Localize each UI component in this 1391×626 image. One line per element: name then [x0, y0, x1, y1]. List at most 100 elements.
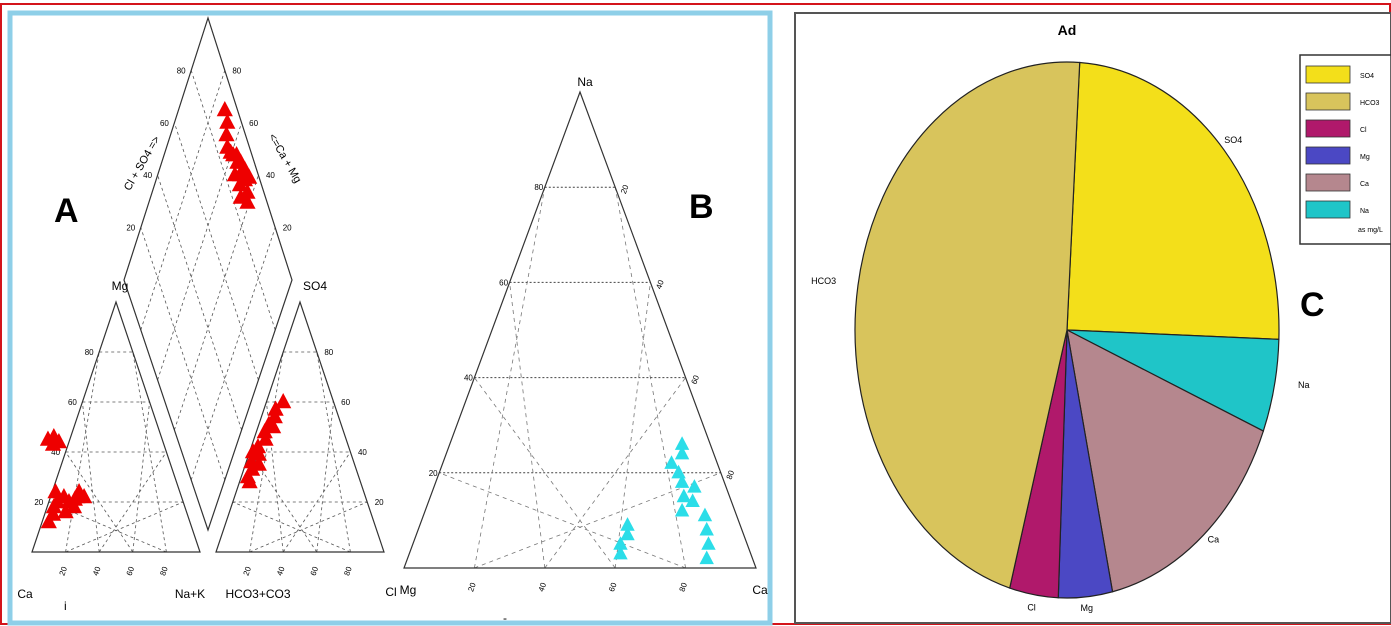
cation-data-point: [50, 433, 67, 449]
pie-slice-label: Mg: [1081, 603, 1094, 613]
diamond-grid-line: [190, 227, 276, 481]
diamond-left-tick-label: 60: [160, 119, 169, 128]
cation-bottom-tick-label: 80: [158, 565, 170, 577]
diamond-right-tick-label: 40: [266, 171, 275, 180]
pie-slice-so4: [1066, 61, 1280, 340]
piper-footnote: i: [64, 599, 67, 613]
ternary-data-point: [674, 474, 690, 488]
ternary-right-tick-label: 20: [619, 183, 631, 195]
ternary-footnote: -: [503, 611, 507, 625]
diamond-data-point: [219, 113, 236, 129]
anion-apex-label: SO4: [303, 279, 327, 293]
left-panel-border: [7, 10, 773, 626]
pie-slice-label: Cl: [1027, 603, 1036, 613]
diamond-right-tick-label: 60: [249, 119, 258, 128]
legend-label: Na: [1360, 208, 1369, 215]
legend-swatch-mg: [1305, 146, 1351, 165]
cation-apex-label: Mg: [112, 279, 129, 293]
pie-slice-hco3: [854, 61, 1081, 589]
ternary-grid: [439, 186, 721, 569]
ternary-diagram: 80 60 40 20 20 40 60 80 20 40 60 80 Na Mg Ca -: [400, 75, 768, 625]
cation-tick-label: 60: [68, 398, 77, 407]
anion-tick-label: 20: [375, 498, 384, 507]
anion-tick-label: 80: [324, 348, 333, 357]
diamond-data-point: [239, 193, 256, 209]
ternary-data-point: [664, 455, 679, 469]
ternary-data-point: [674, 502, 690, 517]
pie-chart: Ad SO4 Na Ca Mg Cl HCO3 SO4 HCO3 Cl Mg Ca Na as mg…: [811, 22, 1391, 613]
cation-triangle-grid-line: [65, 451, 134, 553]
cation-right-label: Na+K: [175, 587, 205, 601]
ternary-left-tick-label: 60: [499, 278, 508, 287]
cation-tick-label: 80: [85, 348, 94, 357]
piper-tick-labels: 80 60 40 20 20 40 60 80 80 60 40 20 20 40 60 80 80 60 40 20…: [34, 66, 384, 576]
pie-slice-label: Ca: [1208, 535, 1220, 545]
ternary-data-point: [687, 479, 702, 493]
piper-data-points: [39, 101, 292, 529]
anion-bottom-tick-label: 80: [342, 565, 354, 577]
cation-left-label: Ca: [17, 587, 33, 601]
anion-right-label: Cl: [385, 585, 396, 599]
ternary-data-point: [676, 488, 692, 503]
diamond-right-tick-label: 80: [232, 66, 241, 75]
ternary-left-tick-label: 80: [534, 183, 543, 192]
pie-slices: [854, 61, 1280, 599]
piper-diagram: 80 60 40 20 20 40 60 80 80 60 40 20 20 40 60 80 80 60 40 20…: [17, 16, 397, 613]
pie-slice-ca: [1066, 328, 1265, 593]
diamond-grid-line: [140, 227, 226, 481]
cation-tick-label: 20: [34, 498, 43, 507]
cation-triangle-grid-line: [132, 401, 150, 553]
diamond-right-tick-label: 20: [283, 224, 292, 233]
ternary-data-point: [701, 536, 716, 550]
diamond-data-point: [226, 166, 243, 182]
ternary-bottom-tick-label: 60: [607, 581, 619, 593]
pie-slice-labels: SO4 Na Ca Mg Cl HCO3: [811, 135, 1309, 613]
anion-bottom-tick-label: 60: [309, 565, 321, 577]
diamond-data-point: [218, 126, 235, 142]
ternary-data-point: [613, 536, 628, 550]
diamond-left-tick-label: 20: [126, 224, 135, 233]
ternary-bottom-tick-label: 40: [537, 581, 549, 593]
diamond-data-point: [231, 176, 249, 192]
cation-bottom-tick-label: 40: [91, 565, 103, 577]
diamond-outline: [123, 16, 293, 532]
cation-bottom-tick-label: 20: [57, 565, 69, 577]
anion-triangle-grid-line: [316, 351, 351, 553]
ternary-data-point: [620, 526, 635, 541]
anion-data-point: [250, 455, 267, 471]
pie-title: Ad: [1058, 22, 1077, 38]
ternary-data-point: [685, 493, 700, 507]
anion-tick-label: 60: [341, 398, 350, 407]
legend-items: SO4 HCO3 Cl Mg Ca Na: [1305, 65, 1380, 219]
anion-tick-label: 40: [358, 448, 367, 457]
cation-data-point: [49, 493, 66, 509]
ternary-data-point: [613, 545, 628, 560]
pie-slice-label: HCO3: [811, 276, 836, 286]
anion-bottom-tick-label: 40: [275, 565, 287, 577]
diamond-left-tick-label: 80: [177, 66, 186, 75]
cation-data-point: [57, 503, 74, 519]
ternary-data-point: [699, 550, 714, 565]
pie-legend: SO4 HCO3 Cl Mg Ca Na as mg/L: [1299, 54, 1391, 245]
cation-data-point: [47, 483, 64, 499]
ternary-data-point: [674, 445, 690, 460]
ternary-right-tick-label: 40: [654, 278, 666, 290]
ternary-right-tick-label: 80: [725, 469, 737, 481]
ternary-outline: [403, 90, 757, 569]
pie-slice-label: SO4: [1224, 135, 1242, 145]
ternary-left-label: Mg: [400, 583, 417, 597]
cation-triangle-grid-line: [65, 351, 100, 553]
anion-bottom-tick-label: 20: [241, 565, 253, 577]
legend-unit-label: as mg/L: [1358, 227, 1383, 234]
anion-data-point: [244, 443, 262, 459]
ternary-data-points: [613, 436, 716, 565]
diamond-grid-line: [174, 175, 259, 431]
anion-data-point: [265, 418, 282, 434]
anion-triangle-grid-line: [249, 451, 318, 553]
legend-swatch-cl: [1305, 119, 1351, 138]
panel-letter-a: A: [54, 192, 79, 230]
ternary-right-label: Ca: [752, 583, 768, 597]
legend-label: SO4: [1360, 73, 1374, 80]
pie-slice-label: Na: [1298, 380, 1310, 390]
